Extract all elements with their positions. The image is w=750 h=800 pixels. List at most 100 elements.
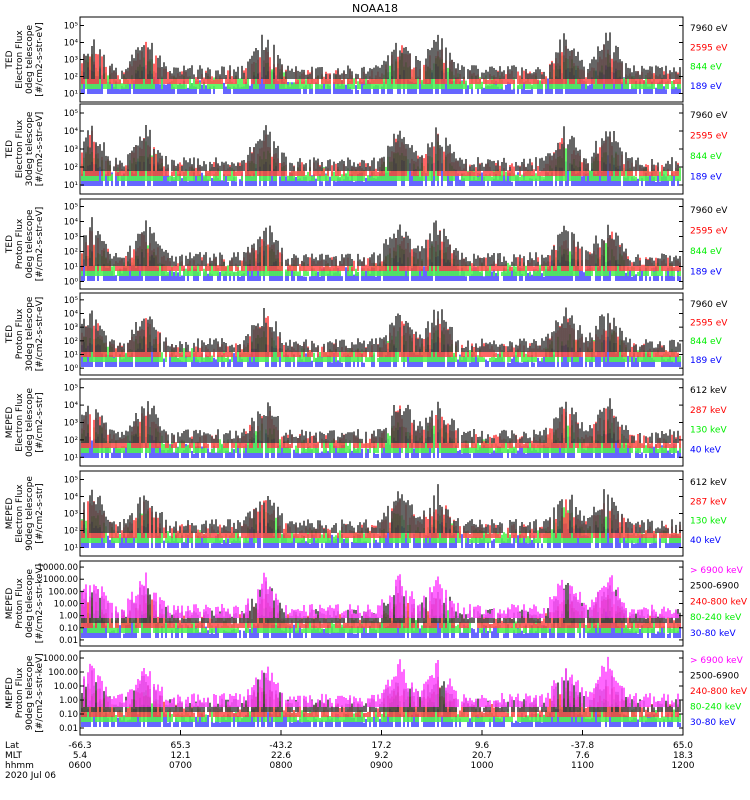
y-axis-label: TEDProton Flux30deg telescope[#/cm2-s-st… (5, 296, 45, 371)
legend-entry: 2595 eV (690, 43, 728, 53)
legend-entry: 844 eV (690, 63, 723, 73)
y-axis-label-line: Proton Flux (15, 667, 25, 718)
y-axis-label-line: 0deg telescope (25, 388, 35, 458)
trace-3-1 (83, 217, 681, 266)
y-axis-label-line: Proton Flux (15, 218, 25, 269)
x-tick-mlt: 5.4 (73, 751, 88, 761)
x-tick-hhmm: 1000 (471, 761, 494, 771)
legend-entry: 7960 eV (690, 206, 728, 216)
panel-6: 10¹ 10² 10³ 10⁴ 10⁵ MEPEDElectron Flux90deg t… (5, 470, 727, 557)
y-axis-label-line: Electron Flux (15, 119, 25, 178)
legend-entry: 189 eV (690, 267, 723, 277)
y-tick-label: 0.10 (59, 710, 78, 720)
y-axis-label-line: [#/cm2-s-str] (35, 392, 45, 452)
y-tick-label: 0.10 (59, 624, 78, 634)
y-axis-label-line: [#/cm2-s-str-eV] (35, 112, 45, 187)
panel-3: 10⁰ 10¹ 10² 10³ 10⁴ 10⁵ TEDProton Flux0deg tel… (5, 198, 728, 290)
plot-frame (79, 292, 684, 376)
y-axis-label-line: TED (5, 235, 15, 254)
y-tick-label: 10⁵ (64, 384, 78, 394)
trace-6-1 (83, 484, 681, 533)
legend-entry: 2595 eV (690, 132, 728, 142)
x-tick-hhmm: 0800 (270, 761, 293, 771)
legend-entry: 844 eV (690, 247, 723, 257)
y-axis-label-line: 30deg telescope (25, 296, 35, 371)
y-axis-label: TEDElectron Flux30deg telescope[#/cm2-s-… (5, 111, 45, 186)
y-axis-label: MEPEDProton Flux0deg telescope[#/cm2-s-s… (5, 564, 45, 643)
x-row-label: Lat (5, 741, 20, 751)
legend-entry: 189 eV (690, 356, 723, 366)
y-axis-label-line: MEPED (5, 498, 15, 530)
y-axis-label-line: TED (5, 140, 15, 159)
y-tick-label: 10.00 (54, 682, 78, 692)
trace-1-1 (83, 32, 681, 79)
legend-entry: 240-800 keV (690, 597, 748, 607)
y-tick-label: 10⁴ (64, 310, 79, 320)
y-axis-label-line: [#/cm2-s-str-eV] (35, 207, 45, 282)
legend-entry: 844 eV (690, 152, 723, 162)
y-tick-label: 10³ (64, 233, 78, 243)
y-tick-label: 10³ (64, 323, 78, 333)
y-axis-label: MEPEDProton Flux90deg telescope[#/cm2-s-… (5, 653, 45, 732)
y-axis-label-line: [#/cm2-s-str-keV] (35, 564, 45, 643)
x-tick-mlt: 12.1 (170, 751, 190, 761)
y-axis-label-line: TED (5, 50, 15, 69)
trace-8-1 (83, 656, 679, 707)
trace-5-1 (81, 398, 679, 443)
y-tick-label: 10¹ (64, 544, 78, 554)
y-tick-label: 1.00 (59, 612, 78, 622)
legend-entry: 2500-6900 (690, 672, 739, 682)
legend-entry: 7960 eV (690, 111, 728, 121)
legend-entry: > 6900 keV (690, 566, 744, 576)
y-axis-label: MEPEDElectron Flux0deg telescope[#/cm2-s… (5, 388, 45, 458)
y-tick-label: 1000.00 (43, 575, 78, 585)
legend-entry: 2595 eV (690, 319, 728, 329)
x-tick-lat: 9.6 (475, 741, 490, 751)
y-tick-label: 10³ (64, 145, 78, 155)
x-tick-mlt: 9.2 (374, 751, 388, 761)
y-tick-label: 10² (64, 248, 78, 258)
y-tick-label: 10⁰ (64, 364, 79, 374)
y-axis-label-line: Electron Flux (15, 30, 25, 89)
x-row-label: MLT (5, 751, 23, 761)
y-tick-label: 1.00 (59, 696, 78, 706)
y-tick-label: 0.01 (59, 724, 78, 734)
y-tick-label: 0.01 (59, 636, 78, 646)
plot-frame (79, 198, 684, 290)
legend-entry: > 6900 keV (690, 656, 744, 666)
legend-entry: 130 keV (690, 426, 727, 436)
y-axis-label-line: MEPED (5, 407, 15, 439)
y-axis-label-line: MEPED (5, 588, 15, 620)
y-tick-label: 10⁴ (64, 218, 79, 228)
y-tick-label: 10² (64, 436, 78, 446)
y-axis-label-line: 0deg telescope (25, 209, 35, 279)
y-axis-label: TEDElectron Flux0deg telescope[#/cm2-s-s… (5, 22, 45, 97)
y-axis-label-line: [#/cm2-s-str-eV] (35, 297, 45, 372)
legend-entry: 30-80 keV (690, 629, 736, 639)
legend-entry: 844 eV (690, 337, 723, 347)
legend-entry: 7960 eV (690, 24, 728, 34)
legend-entry: 240-800 keV (690, 687, 748, 697)
y-tick-label: 10⁰ (64, 278, 79, 288)
legend-entry: 2595 eV (690, 227, 728, 237)
y-tick-label: 10¹ (64, 453, 78, 463)
y-tick-label: 10³ (64, 56, 78, 66)
y-axis-label-line: 0deg telescope (25, 25, 35, 95)
y-tick-label: 10⁴ (64, 493, 79, 503)
y-axis-label: TEDProton Flux0deg telescope[#/cm2-s-str… (5, 207, 45, 282)
y-tick-label: 10² (64, 163, 78, 173)
x-tick-lat: -66.3 (68, 741, 91, 751)
panel-5: 10¹ 10² 10³ 10⁴ 10⁵ MEPEDElectron Flux0deg te… (5, 378, 727, 467)
y-tick-label: 10³ (64, 510, 78, 520)
trace-2-1 (83, 125, 679, 171)
legend-entry: 80-240 keV (690, 613, 742, 623)
trace-4-1 (81, 307, 681, 352)
legend-entry: 7960 eV (690, 300, 728, 310)
y-axis-label-line: TED (5, 325, 15, 344)
legend-entry: 612 keV (690, 478, 727, 488)
y-axis-label-line: Electron Flux (15, 484, 25, 543)
y-axis-label-line: [#/cm2-s-str] (35, 483, 45, 543)
legend-entry: 287 keV (690, 497, 727, 507)
